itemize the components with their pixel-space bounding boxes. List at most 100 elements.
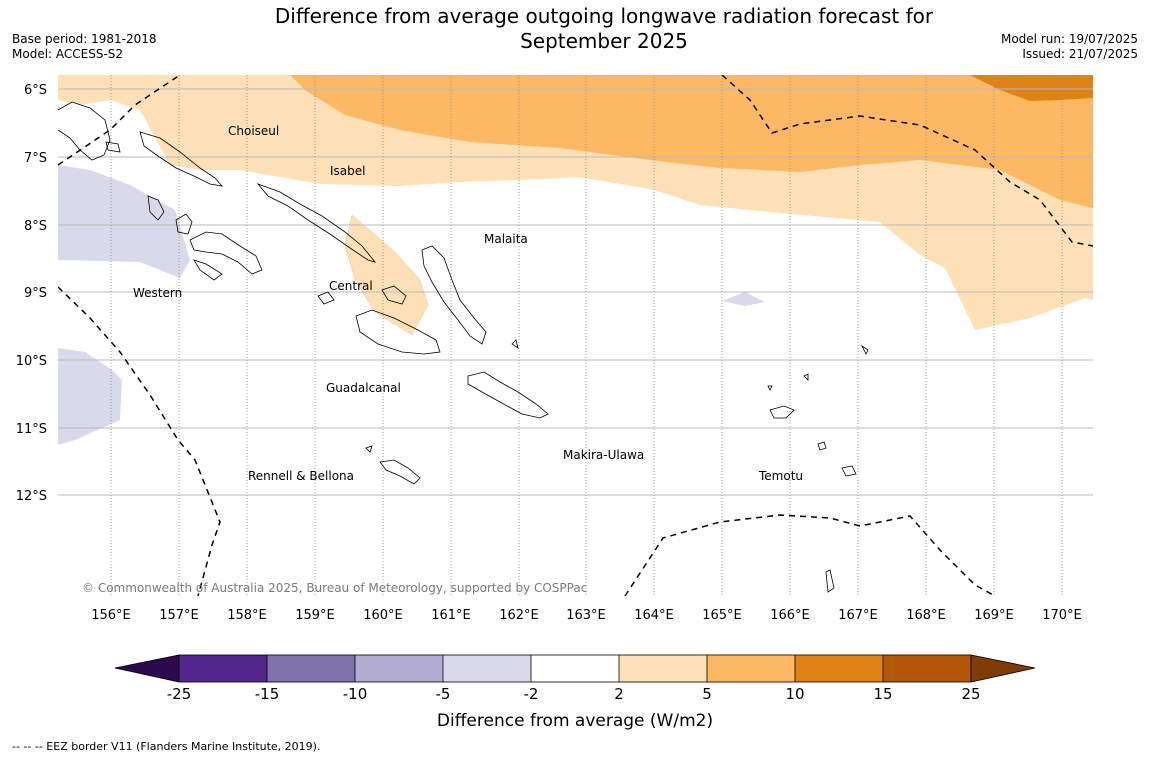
colorbar-tick-2: 2 xyxy=(614,685,624,703)
model-run-date: Model run: 19/07/2025 xyxy=(1000,32,1138,46)
island-rennell xyxy=(379,459,421,485)
latitude-labels: 6°S 7°S 8°S 9°S 10°S 11°S 12°S xyxy=(16,83,47,504)
island-reef xyxy=(767,385,773,391)
lon-label-159e: 159°E xyxy=(295,608,335,623)
lon-label-168e: 168°E xyxy=(906,608,946,623)
anomaly-area-5-to-10 xyxy=(290,75,1093,208)
anomaly-area-neg-southwest xyxy=(58,348,122,445)
lon-label-163e: 163°E xyxy=(566,608,606,623)
colorbar-bin-neg2-2 xyxy=(531,655,619,682)
label-malaita: Malaita xyxy=(484,232,528,246)
province-labels: Choiseul Isabel Malaita Central Western … xyxy=(133,124,803,483)
island-choiseul xyxy=(139,131,224,187)
island-malaita xyxy=(421,245,487,345)
island-vanikoro xyxy=(841,465,857,477)
lat-label-8s: 8°S xyxy=(24,219,47,234)
label-western: Western xyxy=(133,286,182,300)
anomaly-area-central xyxy=(344,214,429,336)
lat-label-10s: 10°S xyxy=(16,354,47,369)
lon-label-169e: 169°E xyxy=(974,608,1014,623)
colorbar-tick-neg15: -15 xyxy=(255,685,280,703)
colorbar-tick-labels: -25 -15 -10 -5 -2 2 5 10 15 25 xyxy=(167,685,981,703)
lon-label-166e: 166°E xyxy=(770,608,810,623)
colorbar-tick-5: 5 xyxy=(702,685,712,703)
colorbar-bin-neg15-neg10 xyxy=(267,655,355,682)
island-tikopia xyxy=(825,569,835,593)
colorbar: -25 -15 -10 -5 -2 2 5 10 15 25 Differenc… xyxy=(114,654,1036,731)
colorbar-tick-15: 15 xyxy=(873,685,892,703)
copyright-notice: © Commonwealth of Australia 2025, Bureau… xyxy=(82,581,587,595)
island-guadalcanal xyxy=(355,309,441,355)
colorbar-bin-2-5 xyxy=(619,655,707,682)
island-rendova xyxy=(193,259,223,281)
lon-label-165e: 165°E xyxy=(702,608,742,623)
eez-border-footnote: -- -- -- EEZ border V11 (Flanders Marine… xyxy=(12,740,321,753)
island-ulawa xyxy=(511,339,519,349)
model-name: Model: ACCESS-S2 xyxy=(12,47,124,61)
anomaly-area-neg-west xyxy=(58,165,190,278)
colorbar-outline xyxy=(178,654,972,683)
island-bougainville xyxy=(58,101,111,161)
colorbar-tick-neg10: -10 xyxy=(343,685,368,703)
anomaly-area-neg-east xyxy=(722,292,765,306)
island-shortlands xyxy=(105,141,121,153)
colorbar-bin-neg5-neg2 xyxy=(443,655,531,682)
eez-border-north-east xyxy=(721,75,1093,247)
lon-label-160e: 160°E xyxy=(363,608,403,623)
lon-label-164e: 164°E xyxy=(634,608,674,623)
lon-label-156e: 156°E xyxy=(91,608,131,623)
eez-border xyxy=(58,75,1093,596)
eez-border-south-east xyxy=(624,514,996,596)
lat-label-12s: 12°S xyxy=(16,489,47,504)
eez-border-south-west xyxy=(58,286,221,596)
coastlines xyxy=(58,101,869,593)
label-choiseul: Choiseul xyxy=(228,124,279,138)
label-makira-ulawa: Makira-Ulawa xyxy=(563,448,644,462)
island-duff xyxy=(803,373,809,381)
label-isabel: Isabel xyxy=(330,164,365,178)
island-bellona xyxy=(365,445,373,453)
lon-label-170e: 170°E xyxy=(1042,608,1082,623)
label-guadalcanal: Guadalcanal xyxy=(326,381,401,395)
lon-label-167e: 167°E xyxy=(838,608,878,623)
colorbar-tick-neg2: -2 xyxy=(524,685,539,703)
colorbar-title: Difference from average (W/m2) xyxy=(437,711,713,731)
colorbar-tick-neg25: -25 xyxy=(167,685,192,703)
colorbar-bin-neg25-neg15 xyxy=(179,655,267,682)
island-vella-lavella xyxy=(147,195,165,221)
chart-title: Difference from average outgoing longwav… xyxy=(0,4,1150,54)
island-new-georgia xyxy=(189,231,263,275)
island-russell xyxy=(317,291,335,305)
colorbar-bin-15-25 xyxy=(883,655,971,682)
lat-label-6s: 6°S xyxy=(24,83,47,98)
colorbar-bin-10-15 xyxy=(795,655,883,682)
colorbar-tick-neg5: -5 xyxy=(436,685,451,703)
island-makira xyxy=(467,371,549,419)
island-santa-isabel xyxy=(256,183,377,263)
island-kolombangara xyxy=(175,213,193,235)
forecast-info-left: Base period: 1981-2018 Model: ACCESS-S2 xyxy=(12,32,157,62)
lon-label-158e: 158°E xyxy=(227,608,267,623)
colorbar-tick-25: 25 xyxy=(961,685,980,703)
latitude-gridlines xyxy=(58,88,1093,496)
colorbar-bin-neg10-neg5 xyxy=(355,655,443,682)
island-santa-cruz xyxy=(769,405,795,419)
colorbar-extend-high xyxy=(970,654,1036,683)
label-central: Central xyxy=(329,279,373,293)
lat-label-11s: 11°S xyxy=(16,422,47,437)
island-utupua xyxy=(817,441,827,451)
title-line-2: September 2025 xyxy=(520,29,688,53)
lat-label-7s: 7°S xyxy=(24,151,47,166)
base-period: Base period: 1981-2018 xyxy=(12,32,157,46)
lon-label-157e: 157°E xyxy=(159,608,199,623)
map-panel: Choiseul Isabel Malaita Central Western … xyxy=(58,75,1093,596)
longitude-labels: 156°E 157°E 158°E 159°E 160°E 161°E 162°… xyxy=(91,608,1082,623)
label-temotu: Temotu xyxy=(758,469,803,483)
island-ngella xyxy=(381,285,407,305)
island-small-ne xyxy=(860,344,869,355)
label-rennell-bellona: Rennell & Bellona xyxy=(248,469,354,483)
lat-label-9s: 9°S xyxy=(24,286,47,301)
eez-border-north-west xyxy=(58,75,181,166)
issued-date: Issued: 21/07/2025 xyxy=(1022,47,1138,61)
